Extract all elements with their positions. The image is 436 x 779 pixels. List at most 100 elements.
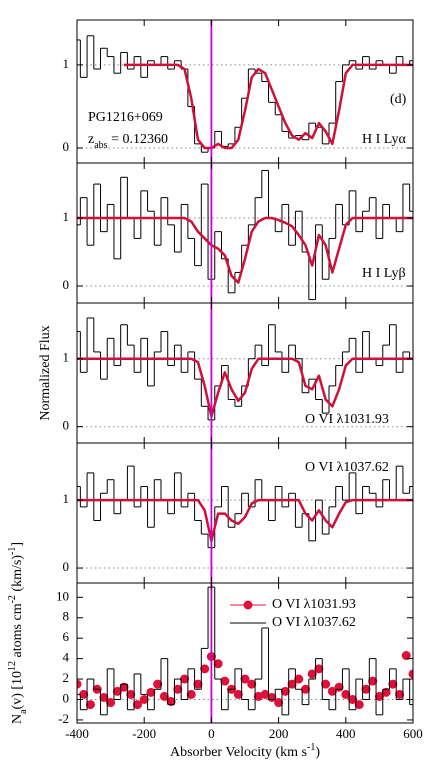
y-axis-label: Normalized Flux (38, 325, 53, 420)
annotation: O VI λ1037.62 (305, 460, 389, 475)
model-profile (77, 357, 413, 418)
aod-point (368, 676, 378, 686)
plot-area (77, 465, 413, 569)
annotation-text: H I Lyα (362, 132, 407, 147)
y-tick-label: 1 (63, 56, 70, 71)
aod-point (388, 679, 398, 689)
aod-point (99, 692, 109, 702)
panel: 0 1 (d) PG1216+069 zabs = 0.12360 H I Lyα (63, 19, 414, 164)
panel: -2 0 2 4 6 8 10 -400 -200 0 200 400 600 Na(v) [1012 a… (7, 542, 423, 760)
legend-label: O VI λ1037.62 (272, 615, 356, 630)
y-tick-label: 0 (63, 559, 70, 574)
aod-point (408, 669, 413, 679)
aod-point (327, 686, 337, 696)
label-part: (v) [10 (10, 671, 25, 710)
aod-point (240, 674, 250, 684)
x-tick-label: -200 (132, 726, 156, 741)
aod-point (381, 687, 391, 697)
aod-point (79, 689, 89, 699)
aod-point (294, 674, 304, 684)
aod-point (186, 689, 196, 699)
aod-point (77, 679, 82, 689)
aod-point (260, 689, 270, 699)
plot-area (77, 35, 413, 153)
label-part: 12 (7, 661, 18, 671)
label-part: ) (315, 745, 320, 760)
x-tick-label: 400 (336, 726, 356, 741)
plot-area (77, 317, 413, 428)
panel: 0 1 O VI λ1031.93 Normalized Flux (38, 302, 414, 444)
annotation: PG1216+069 (88, 110, 163, 125)
aod-point (193, 679, 203, 689)
panel: 0 1 H I Lyβ (63, 162, 414, 304)
annotation: zabs = 0.12360 (88, 132, 168, 151)
aod-point (374, 691, 384, 701)
aod-point (159, 691, 169, 701)
aod-point (307, 669, 317, 679)
label-part: atoms cm (10, 603, 25, 661)
aod-point (321, 679, 331, 689)
aod-point (126, 689, 136, 699)
axis-label: Absorber Velocity (km s-1) (170, 742, 320, 760)
aod-point (395, 689, 405, 699)
aod-point (139, 694, 149, 704)
aod-point (348, 694, 358, 704)
x-tick-label: 600 (403, 726, 423, 741)
axis-label: Na(v) [1012 atoms cm-2 (km/s)-1] (7, 542, 29, 724)
x-tick-label: 0 (208, 726, 215, 741)
aod-point (132, 700, 142, 710)
model-profile (77, 216, 413, 284)
aod-point (233, 689, 243, 699)
y-tick-label: 4 (63, 650, 70, 665)
aod-point (220, 676, 230, 686)
aod-point (401, 651, 411, 661)
x-tick-label: -400 (65, 726, 89, 741)
y-tick-label: 1 (63, 350, 70, 365)
aod-point (213, 659, 223, 669)
aod-point (280, 686, 290, 696)
aod-point (173, 684, 183, 694)
aod-point (200, 664, 210, 674)
aod-point (180, 674, 190, 684)
aod-point (106, 698, 116, 708)
aod-point (361, 684, 371, 694)
annotation: H I Lyα (362, 132, 407, 147)
y-tick-label: 1 (63, 209, 70, 224)
aod-point (153, 679, 163, 689)
plot-area (77, 586, 413, 716)
annotation: O VI λ1031.93 (305, 412, 389, 427)
y-tick-label: 0 (63, 418, 70, 433)
aod-point (146, 687, 156, 697)
aod-point (354, 700, 364, 710)
y-tick-label: 1 (63, 491, 70, 506)
panel: 0 1 O VI λ1037.62 (63, 442, 414, 584)
label-part: (km/s) (10, 555, 25, 595)
annotation-text: O VI λ1037.62 (305, 460, 389, 475)
aod-point (166, 697, 176, 707)
label-part: N (10, 714, 25, 724)
label-part: Absorber Velocity (km s (170, 745, 307, 760)
annotation-text: = 0.12360 (108, 132, 168, 147)
y-tick-label: -2 (58, 711, 69, 726)
annotation-text: z (88, 132, 94, 147)
annotation: (d) (390, 92, 407, 107)
legend-marker (243, 600, 253, 610)
model-profile (77, 498, 413, 543)
label-part: -1 (7, 547, 18, 555)
annotation-text: (d) (390, 92, 407, 107)
aod-point (247, 679, 257, 689)
legend-label: O VI λ1031.93 (272, 597, 356, 612)
x-tick-label: 200 (269, 726, 289, 741)
label-part: a (18, 709, 29, 714)
annotation-sub: abs (94, 140, 107, 151)
y-tick-label: 10 (56, 588, 69, 603)
y-tick-label: 8 (63, 609, 70, 624)
annotation-text: PG1216+069 (88, 110, 163, 125)
label-part: -1 (307, 742, 315, 753)
y-tick-label: 2 (63, 670, 70, 685)
aod-point (85, 700, 95, 710)
label-part: -2 (7, 595, 18, 603)
y-tick-label: 0 (63, 139, 70, 154)
aod-point (119, 682, 129, 692)
aod-point (341, 689, 351, 699)
